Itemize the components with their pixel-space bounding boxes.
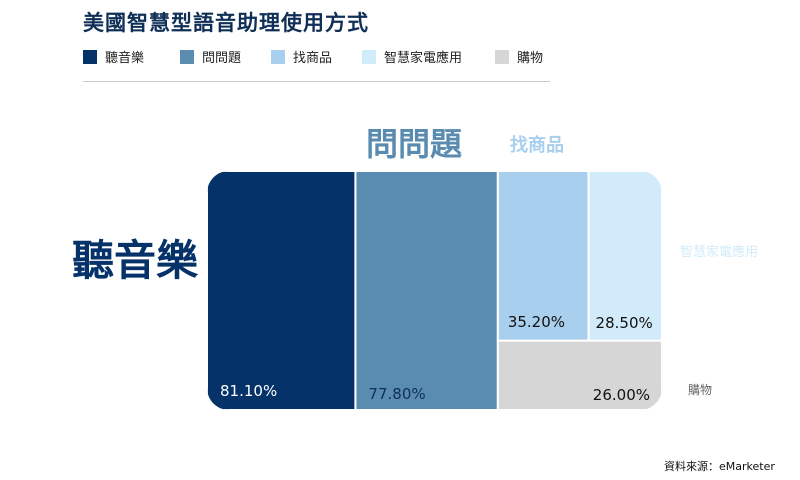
- legend-label: 購物: [517, 51, 544, 66]
- cell-smart-home: [587, 171, 662, 342]
- legend-swatch: [495, 49, 509, 64]
- legend-swatch: [180, 49, 194, 64]
- value-label-listen-music: 81.10%: [220, 382, 277, 400]
- cell-ask-questions: [354, 171, 499, 410]
- cell-listen-music: [207, 171, 357, 410]
- category-label-listen-music: 聽音樂: [72, 236, 199, 285]
- legend-item-smart-home: 智慧家電應用: [362, 47, 462, 66]
- legend-label: 智慧家電應用: [384, 51, 463, 66]
- legend-label: 問問題: [202, 51, 242, 66]
- source-note: 資料來源：eMarketer: [664, 460, 775, 473]
- category-label-shopping: 購物: [688, 383, 712, 397]
- legend-swatch: [362, 49, 376, 64]
- value-label-find-products: 35.20%: [508, 313, 565, 331]
- legend-label: 找商品: [293, 51, 333, 66]
- legend-item-find-products: 找商品: [271, 47, 332, 66]
- legend-swatch: [83, 49, 97, 64]
- legend-item-ask-questions: 問問題: [180, 47, 241, 66]
- category-label-smart-home: 智慧家電應用: [680, 244, 758, 260]
- legend-swatch: [271, 49, 285, 64]
- value-label-shopping: 26.00%: [593, 386, 650, 404]
- legend-divider: [83, 81, 550, 82]
- category-label-find-products: 找商品: [510, 134, 564, 156]
- value-label-ask-questions: 77.80%: [368, 385, 425, 403]
- cell-find-products: [496, 171, 590, 342]
- legend-item-shopping: 購物: [495, 47, 543, 66]
- cell-shopping: [496, 339, 662, 410]
- category-label-ask-questions: 問問題: [366, 125, 462, 163]
- legend-label: 聽音樂: [105, 51, 145, 66]
- treemap-cells: [207, 171, 662, 410]
- chart-title: 美國智慧型語音助理使用方式: [83, 11, 369, 35]
- treemap-labels: 81.10% 77.80% 35.20% 28.50% 26.00% 聽音樂 問問題 找商品智…: [72, 125, 758, 404]
- value-label-smart-home: 28.50%: [596, 314, 653, 332]
- legend-item-listen-music: 聽音樂: [83, 47, 144, 66]
